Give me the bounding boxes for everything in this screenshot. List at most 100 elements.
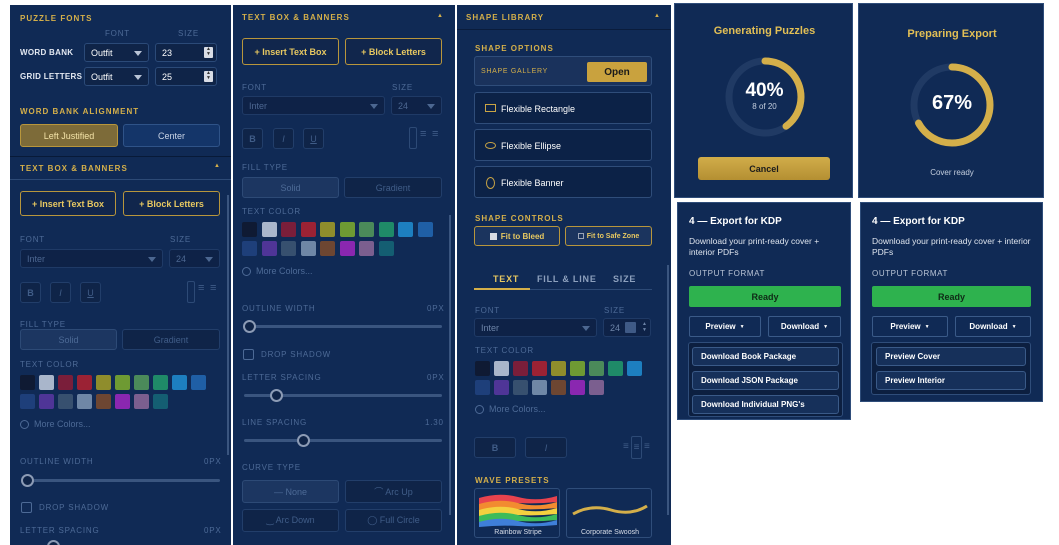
color-swatch[interactable] — [115, 375, 130, 390]
line-spacing-track[interactable] — [244, 439, 442, 442]
flexible-ellipse-item[interactable]: Flexible Ellipse — [474, 129, 652, 161]
color-swatch[interactable] — [417, 222, 433, 237]
align-center-icon[interactable]: ≡ — [198, 282, 205, 294]
gradient-button[interactable]: Gradient — [344, 177, 442, 198]
color-swatch[interactable] — [96, 394, 111, 409]
align-right-icon[interactable]: ≡ — [210, 282, 217, 294]
color-swatch[interactable] — [39, 375, 54, 390]
font-select[interactable]: Inter — [20, 249, 163, 268]
outline-width-slider[interactable] — [243, 320, 256, 333]
color-swatch[interactable] — [300, 241, 316, 256]
drop-shadow-checkbox[interactable] — [243, 349, 254, 360]
grid-letters-size-input[interactable]: 25 ▲ ▼ — [155, 67, 217, 86]
preview-dropdown-button[interactable]: Preview ▼ — [689, 316, 761, 337]
solid-button[interactable]: Solid — [20, 329, 117, 350]
tab-fill-line[interactable]: FILL & LINE — [537, 274, 597, 284]
align-center-icon[interactable]: ≡ — [420, 128, 427, 140]
collapse-icon[interactable]: ▲ — [437, 13, 443, 19]
size-select[interactable]: 24 — [169, 249, 220, 268]
color-swatch[interactable] — [551, 361, 566, 376]
curve-full-circle-button[interactable]: ◯ Full Circle — [345, 509, 442, 532]
color-swatch[interactable] — [134, 375, 149, 390]
tab-text[interactable]: TEXT — [493, 274, 520, 284]
color-swatch[interactable] — [532, 361, 547, 376]
color-swatch[interactable] — [39, 394, 54, 409]
underline-button[interactable]: U — [80, 282, 101, 303]
letter-spacing-slider[interactable] — [47, 540, 60, 545]
color-swatch[interactable] — [20, 375, 35, 390]
align-left-icon[interactable]: ≡ — [623, 441, 629, 452]
color-swatch[interactable] — [589, 361, 604, 376]
color-swatch[interactable] — [378, 222, 394, 237]
italic-button[interactable]: I — [273, 128, 294, 149]
block-letters-button[interactable]: + Block Letters — [345, 38, 442, 65]
align-right-icon[interactable]: ≡ — [644, 441, 650, 452]
cancel-button[interactable]: Cancel — [698, 157, 830, 180]
line-spacing-slider[interactable] — [297, 434, 310, 447]
more-colors-link[interactable]: More Colors... — [475, 404, 546, 414]
color-swatch[interactable] — [359, 241, 374, 256]
curve-none-button[interactable]: — None — [242, 480, 339, 503]
color-swatch[interactable] — [281, 241, 296, 256]
color-swatch[interactable] — [320, 241, 335, 256]
color-swatch[interactable] — [77, 375, 92, 390]
outline-width-track[interactable] — [244, 325, 442, 328]
color-swatch[interactable] — [589, 380, 604, 395]
color-swatch[interactable] — [608, 361, 623, 376]
bold-button[interactable]: B — [474, 437, 516, 458]
color-swatch[interactable] — [96, 375, 111, 390]
curve-arc-up-button[interactable]: ⌒ Arc Up — [345, 480, 442, 503]
color-swatch[interactable] — [339, 241, 355, 256]
preview-dropdown-button[interactable]: Preview ▼ — [872, 316, 948, 337]
fit-to-bleed-button[interactable]: Fit to Bleed — [474, 226, 560, 246]
size-select[interactable]: 24 — [391, 96, 442, 115]
outline-width-track[interactable] — [22, 479, 220, 482]
color-swatch[interactable] — [475, 361, 490, 376]
insert-text-box-button[interactable]: + Insert Text Box — [20, 191, 116, 216]
letter-spacing-slider[interactable] — [270, 389, 283, 402]
color-swatch[interactable] — [494, 380, 509, 395]
color-swatch[interactable] — [153, 375, 168, 390]
color-swatch[interactable] — [359, 222, 374, 237]
preview-interior-item[interactable]: Preview Interior — [876, 371, 1026, 390]
color-swatch[interactable] — [20, 394, 35, 409]
scrollbar[interactable] — [449, 215, 451, 515]
bold-button[interactable]: B — [242, 128, 263, 149]
download-json-package-item[interactable]: Download JSON Package — [692, 371, 839, 390]
insert-text-box-button[interactable]: + Insert Text Box — [242, 38, 339, 65]
stepper-arrows-icon[interactable]: ▲ ▼ — [642, 321, 647, 333]
download-individual-pngs-item[interactable]: Download Individual PNG's — [692, 395, 839, 414]
color-swatch[interactable] — [191, 375, 206, 390]
download-dropdown-button[interactable]: Download ▼ — [955, 316, 1031, 337]
align-right-icon[interactable]: ≡ — [432, 128, 439, 140]
color-swatch[interactable] — [378, 241, 394, 256]
word-bank-size-input[interactable]: 23 ▲ ▼ — [155, 43, 217, 62]
download-book-package-item[interactable]: Download Book Package — [692, 347, 839, 366]
solid-button[interactable]: Solid — [242, 177, 339, 198]
color-swatch[interactable] — [570, 361, 585, 376]
scrollbar[interactable] — [667, 265, 669, 515]
italic-button[interactable]: I — [525, 437, 567, 458]
corporate-swoosh-preset[interactable]: Corporate Swoosh — [566, 488, 652, 538]
open-gallery-button[interactable]: Open — [587, 62, 647, 82]
color-swatch[interactable] — [261, 241, 277, 256]
stepper-icon[interactable]: ▲ ▼ — [204, 47, 213, 58]
color-swatch[interactable] — [77, 394, 92, 409]
color-swatch[interactable] — [242, 241, 257, 256]
curve-arc-down-button[interactable]: ‿ Arc Down — [242, 509, 339, 532]
outline-width-slider[interactable] — [21, 474, 34, 487]
color-swatch[interactable] — [627, 361, 642, 376]
align-left-icon[interactable] — [187, 281, 195, 303]
stepper-icon[interactable] — [625, 322, 636, 333]
color-swatch[interactable] — [532, 380, 547, 395]
bold-button[interactable]: B — [20, 282, 41, 303]
color-swatch[interactable] — [281, 222, 296, 237]
color-swatch[interactable] — [320, 222, 335, 237]
tab-size[interactable]: SIZE — [613, 274, 637, 284]
drop-shadow-checkbox[interactable] — [21, 502, 32, 513]
collapse-icon[interactable]: ▲ — [654, 13, 660, 19]
color-swatch[interactable] — [115, 394, 130, 409]
color-swatch[interactable] — [242, 222, 257, 237]
font-select[interactable]: Inter — [242, 96, 385, 115]
color-swatch[interactable] — [551, 380, 566, 395]
